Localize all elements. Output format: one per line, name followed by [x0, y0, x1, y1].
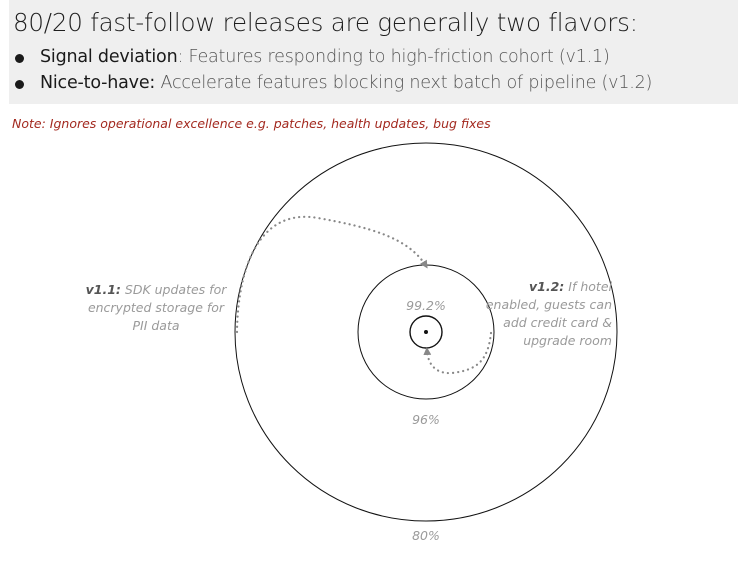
bullet-dot-icon — [15, 80, 24, 89]
note-label: Note — [12, 116, 42, 131]
bullet-nice-to-have: Nice-to-have: Accelerate features blocki… — [12, 73, 652, 99]
callout-v12-label: v1.2: — [529, 279, 565, 294]
arrow-v11 — [235, 215, 428, 334]
note: Note: Ignores operational excellence e.g… — [12, 116, 491, 131]
callout-v12: v1.2: If hotel enabled, guests can add c… — [481, 278, 612, 350]
callout-v12-text: If hotel enabled, guests can add credit … — [485, 279, 612, 348]
bullet-separator: : — [177, 47, 189, 67]
headline: 80/20 fast-follow releases are generally… — [13, 8, 638, 37]
arrow-v12 — [423, 331, 493, 375]
bullet-list: Signal deviation: Features responding to… — [12, 47, 652, 99]
callout-v11-label: v1.1: — [85, 282, 121, 297]
callout-v11-text: SDK updates for encrypted storage for PI… — [87, 282, 227, 333]
ring-label-80: 80% — [412, 528, 440, 543]
note-text: : Ignores operational excellence e.g. pa… — [41, 116, 491, 131]
bullet-title: Signal deviation — [40, 47, 178, 67]
bullet-text: Features responding to high-friction coh… — [188, 47, 610, 67]
bullet-signal-deviation: Signal deviation: Features responding to… — [12, 47, 652, 73]
bullet-text: Accelerate features blocking next batch … — [160, 73, 653, 93]
center-dot — [424, 330, 428, 334]
ring-label-96: 96% — [412, 412, 440, 427]
bullet-title: Nice-to-have: — [40, 73, 156, 93]
outer-ring — [234, 142, 618, 522]
header-band — [9, 0, 738, 104]
callout-v11: v1.1: SDK updates for encrypted storage … — [82, 281, 230, 335]
ring-label-99: 99.2% — [406, 298, 446, 313]
bullet-dot-icon — [15, 54, 24, 63]
